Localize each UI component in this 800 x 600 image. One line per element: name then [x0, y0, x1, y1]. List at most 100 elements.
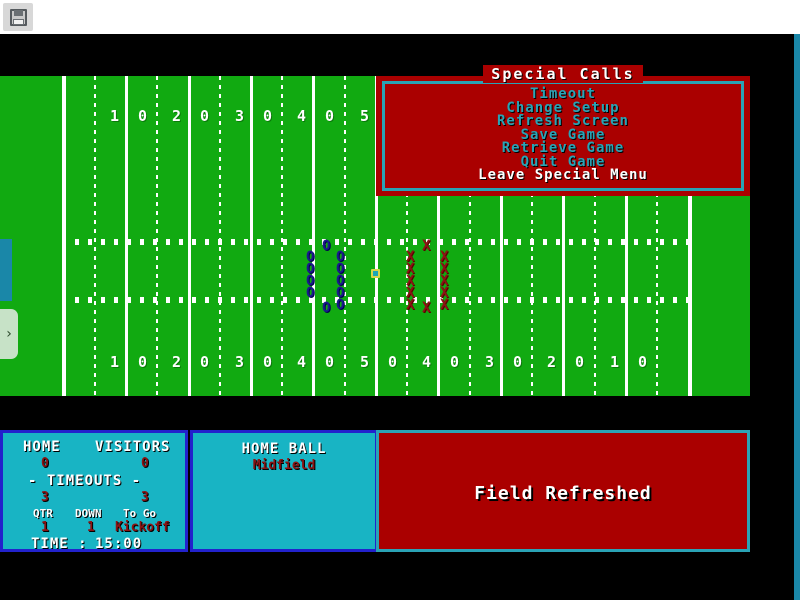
defense-player[interactable]: X	[440, 249, 449, 265]
menu-item-refresh-screen[interactable]: Refresh Screen	[496, 113, 629, 129]
message-panel: Field Refreshed	[376, 430, 750, 552]
possession-title: HOME BALL	[241, 441, 327, 457]
expand-panel-button[interactable]: ›	[0, 309, 18, 359]
yard-number-bottom: 3 0	[485, 353, 528, 371]
right-edge-strip	[794, 34, 800, 600]
yard-number-bottom: 1 0	[110, 353, 153, 371]
yard-number-bottom: 4 0	[297, 353, 340, 371]
home-score: 0	[41, 456, 49, 471]
defense-player[interactable]: X	[406, 261, 415, 277]
five-yard-dots	[656, 76, 658, 396]
yard-line-30l	[250, 76, 253, 396]
defense-player[interactable]: X	[406, 273, 415, 289]
time-value: 15:00	[95, 536, 143, 552]
time-label: TIME :	[31, 536, 88, 552]
ball-spot-marker	[371, 269, 380, 278]
five-yard-dots	[156, 76, 158, 396]
goal-line-right	[688, 76, 692, 396]
defense-player[interactable]: X	[406, 249, 415, 265]
defense-player[interactable]: X	[440, 285, 449, 301]
five-yard-dots	[281, 76, 283, 396]
status-message: Field Refreshed	[474, 483, 652, 504]
visitors-score: 0	[141, 456, 149, 471]
togo-value: Kickoff	[115, 520, 170, 535]
yard-number-top: 1 0	[110, 107, 153, 125]
yard-number-bottom: 5 0	[360, 353, 403, 371]
five-yard-dots	[344, 76, 346, 396]
scoreboard-panel: HOME VISITORS 0 0 - TIMEOUTS - 3 3 QTR D…	[0, 430, 188, 552]
defense-player[interactable]: X	[422, 300, 431, 316]
timeouts-label: - TIMEOUTS -	[28, 473, 142, 489]
togo-label: To Go	[123, 507, 157, 520]
home-label: HOME	[23, 439, 61, 455]
visitors-label: VISITORS	[95, 439, 171, 455]
offense-player[interactable]: O	[306, 261, 315, 277]
hash-mark-row-lower	[62, 297, 688, 303]
defense-player[interactable]: X	[406, 297, 415, 313]
yard-number-top: 4 0	[297, 107, 340, 125]
five-yard-dots	[94, 76, 96, 396]
offense-player[interactable]: O	[336, 285, 345, 301]
defense-player[interactable]: X	[422, 238, 431, 254]
menu-item-save-game[interactable]: Save Game	[520, 126, 606, 143]
yard-line-20r	[562, 76, 565, 396]
menu-item-change-setup[interactable]: Change Setup	[506, 99, 620, 116]
special-calls-menu: Special Calls Timeout Change Setup Refre…	[376, 65, 750, 196]
menu-item-timeout[interactable]: Timeout	[529, 86, 596, 102]
yard-number-top: 5	[360, 107, 375, 125]
side-accent-strip	[0, 239, 12, 301]
yard-number-bottom: 4 0	[422, 353, 465, 371]
yard-line-30r	[500, 76, 503, 396]
home-timeouts: 3	[41, 490, 49, 505]
offense-player[interactable]: O	[322, 300, 331, 316]
five-yard-dots	[406, 76, 408, 396]
yard-line-40l	[312, 76, 315, 396]
five-yard-dots	[219, 76, 221, 396]
defense-player[interactable]: X	[406, 285, 415, 301]
possession-location: Midfield	[252, 458, 316, 473]
offense-player[interactable]: O	[336, 261, 345, 277]
visitors-timeouts: 3	[141, 490, 149, 505]
game-screen: 1 0 2 0 3 0 4 0 5 1 0 2 0 3 0 4 0 5 0 4 …	[0, 34, 800, 600]
yard-number-bottom: 2 0	[172, 353, 215, 371]
menu-item-quit-game[interactable]: Quit Game	[520, 153, 606, 170]
qtr-label: QTR	[33, 507, 53, 520]
five-yard-dots	[594, 76, 596, 396]
yard-number-bottom: 2 0	[547, 353, 590, 371]
yard-line-10r	[625, 76, 628, 396]
defense-player[interactable]: X	[440, 297, 449, 313]
yard-number-top: 3 0	[235, 107, 278, 125]
menu-item-list: Timeout Change Setup Refresh Screen Save…	[376, 86, 750, 183]
toolbar	[0, 0, 800, 34]
down-value: 1	[87, 520, 95, 535]
defense-player[interactable]: X	[440, 273, 449, 289]
five-yard-dots	[531, 76, 533, 396]
yard-number-bottom: 1 0	[610, 353, 653, 371]
yard-number-bottom: 3 0	[235, 353, 278, 371]
offense-player[interactable]: O	[336, 273, 345, 289]
offense-player[interactable]: O	[306, 285, 315, 301]
yard-line-50	[375, 76, 378, 396]
offense-player[interactable]: O	[336, 297, 345, 313]
menu-title-text: Special Calls	[483, 65, 643, 83]
yard-line-10l	[125, 76, 128, 396]
floppy-disk-icon	[9, 8, 27, 26]
menu-item-retrieve-game[interactable]: Retrieve Game	[501, 140, 625, 156]
menu-title: Special Calls	[376, 64, 750, 83]
yard-line-40r	[437, 76, 440, 396]
yard-line-20l	[188, 76, 191, 396]
save-button[interactable]	[3, 3, 33, 31]
possession-panel: HOME BALL Midfield	[190, 430, 378, 552]
offense-player[interactable]: O	[322, 238, 331, 254]
five-yard-dots	[469, 76, 471, 396]
yard-number-top: 2 0	[172, 107, 215, 125]
menu-item-leave-special-menu[interactable]: Leave Special Menu	[478, 167, 648, 183]
down-label: DOWN	[75, 507, 102, 520]
goal-line-left	[62, 76, 66, 396]
defense-player[interactable]: X	[440, 261, 449, 277]
offense-player[interactable]: O	[306, 249, 315, 265]
hash-mark-row-upper	[62, 239, 688, 245]
offense-player[interactable]: O	[306, 273, 315, 289]
offense-player[interactable]: O	[336, 249, 345, 265]
